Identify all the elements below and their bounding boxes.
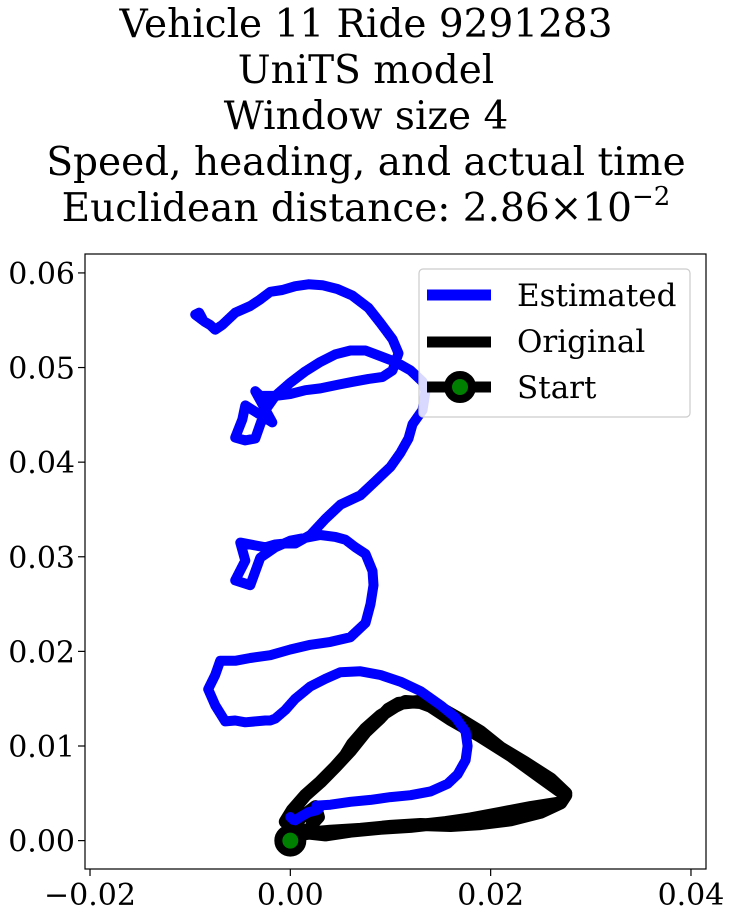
start-marker — [274, 824, 307, 857]
title-line-4: Speed, heading, and actual time — [46, 140, 686, 185]
title-times-sign: × — [549, 186, 583, 231]
axes-frame — [84, 253, 707, 870]
series-layer — [190, 279, 573, 857]
y-tick-label: 0.03 — [8, 541, 75, 576]
x-tick-label: 0.00 — [257, 878, 324, 913]
title-line-2: UniTS model — [237, 48, 495, 93]
y-tick-label: 0.02 — [8, 635, 75, 670]
legend-label-original: Original — [517, 324, 645, 360]
title-line-1: Vehicle 11 Ride 9291283 — [119, 2, 613, 47]
title-base: 10 — [582, 186, 632, 231]
y-tick-label: 0.00 — [8, 825, 75, 860]
y-tick-label: 0.01 — [8, 730, 75, 765]
legend-swatch-start-marker — [444, 371, 476, 403]
legend-label-start: Start — [517, 370, 597, 406]
title-line-3: Window size 4 — [223, 94, 509, 139]
legend: Estimated Original Start — [418, 268, 691, 418]
title-line-5: Euclidean distance: 2.86×10−2 — [0, 184, 732, 232]
series-line-original — [278, 695, 573, 843]
y-tick-label: 0.06 — [8, 257, 75, 292]
x-tick-label: 0.02 — [457, 878, 524, 913]
title-distance-text: Euclidean distance: 2.86 — [61, 186, 550, 231]
title-exponent: −2 — [631, 182, 671, 212]
y-tick-label: 0.04 — [8, 446, 75, 481]
series-line-estimated — [190, 279, 473, 826]
x-tick-label: −0.02 — [44, 878, 136, 913]
y-tick-label: 0.05 — [8, 352, 75, 387]
chart-title: Vehicle 11 Ride 9291283 UniTS model Wind… — [0, 2, 732, 232]
legend-box — [418, 268, 691, 418]
x-tick-label: 0.04 — [658, 878, 725, 913]
legend-label-estimated: Estimated — [517, 278, 676, 314]
ticks-layer: −0.02 0.00 0.02 0.04 0.00 0.01 0.02 0.03 0.04 0.0… — [8, 257, 724, 913]
